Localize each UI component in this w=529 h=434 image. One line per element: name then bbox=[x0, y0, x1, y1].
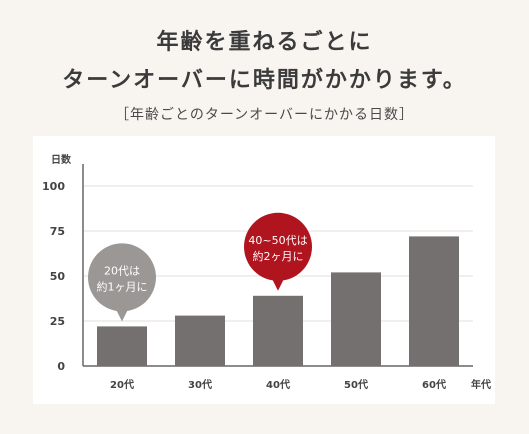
y-tick-label: 25 bbox=[50, 315, 65, 328]
y-tick-label: 50 bbox=[50, 270, 66, 283]
y-tick-label: 100 bbox=[42, 180, 65, 193]
x-tick-label: 60代 bbox=[422, 378, 446, 391]
callout-text-line1: 20代は bbox=[104, 264, 140, 277]
callout-bubble bbox=[88, 243, 156, 312]
x-axis-label: 年代 bbox=[471, 378, 491, 391]
x-tick-label: 20代 bbox=[110, 378, 134, 391]
y-tick-label: 0 bbox=[57, 360, 65, 373]
bar-4 bbox=[409, 236, 459, 366]
callout-text-line2: 約1ヶ月に bbox=[97, 279, 148, 293]
callout-text-line2: 約2ヶ月に bbox=[253, 249, 304, 263]
bar-1 bbox=[175, 315, 225, 366]
y-axis-label: 日数 bbox=[51, 153, 72, 166]
page-title-line2: ターンオーバーに時間がかかります。 bbox=[62, 68, 467, 93]
x-tick-label: 40代 bbox=[266, 378, 290, 391]
bar-3 bbox=[331, 272, 381, 366]
x-tick-label: 30代 bbox=[188, 378, 212, 391]
x-tick-label: 50代 bbox=[344, 378, 368, 391]
bar-2 bbox=[253, 295, 303, 366]
callout-text-line1: 40~50代は bbox=[248, 234, 307, 247]
callout-bubble bbox=[244, 212, 312, 281]
chart-subtitle: ［年齢ごとのターンオーバーにかかる日数］ bbox=[114, 107, 415, 123]
chart-panel: 0 25 50 75 100 日数年代 20代 30代 40代 50代 60代 20代は約1ヶ月に 40… bbox=[33, 136, 495, 404]
y-tick-label: 75 bbox=[50, 225, 65, 238]
bar-0 bbox=[97, 326, 147, 366]
page-title-line1: 年齢を重ねるごとに bbox=[156, 30, 373, 55]
